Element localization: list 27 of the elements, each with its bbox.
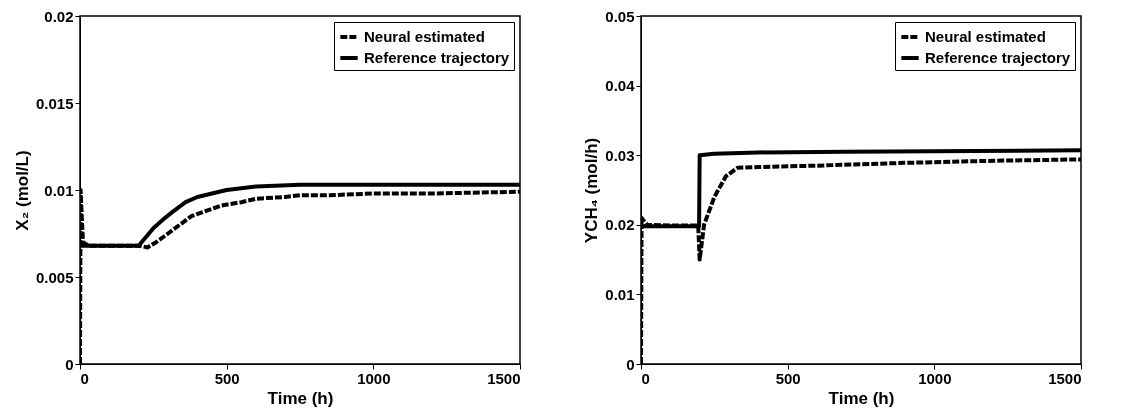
- y-tick-label: 0.05: [605, 7, 635, 25]
- x-tick-label: 500: [775, 369, 801, 387]
- x-axis-title: Time (h): [267, 388, 334, 408]
- legend-label: Neural estimated: [925, 28, 1046, 45]
- x-tick-label: 1000: [918, 369, 952, 387]
- y-tick-label: 0.01: [605, 285, 635, 303]
- y-axis-title: YCH₄ (mol/h): [582, 137, 602, 244]
- y-tick-label: 0.04: [605, 77, 636, 95]
- y-tick-label: 0.02: [44, 7, 74, 25]
- legend-label: Reference trajectory: [364, 49, 510, 66]
- legend-label: Neural estimated: [364, 28, 485, 45]
- x-tick-label: 1500: [487, 369, 521, 387]
- y-tick-label: 0: [626, 355, 635, 373]
- y-tick-label: 0.02: [605, 216, 635, 234]
- x-tick-label: 1000: [357, 369, 391, 387]
- x-tick-label: 500: [214, 369, 240, 387]
- y-tick-label: 0.015: [35, 94, 74, 112]
- y-tick-label: 0.01: [44, 181, 74, 199]
- legend-label: Reference trajectory: [925, 49, 1071, 66]
- y-tick-label: 0.005: [35, 268, 74, 286]
- x-tick-label: 0: [641, 369, 650, 387]
- y-tick-label: 0: [65, 355, 74, 373]
- x-tick-label: 1500: [1048, 369, 1082, 387]
- y-axis-title: X₂ (mol/L): [12, 150, 32, 231]
- x-tick-label: 0: [80, 369, 89, 387]
- y-tick-label: 0.03: [605, 146, 635, 164]
- x-axis-title: Time (h): [828, 388, 895, 408]
